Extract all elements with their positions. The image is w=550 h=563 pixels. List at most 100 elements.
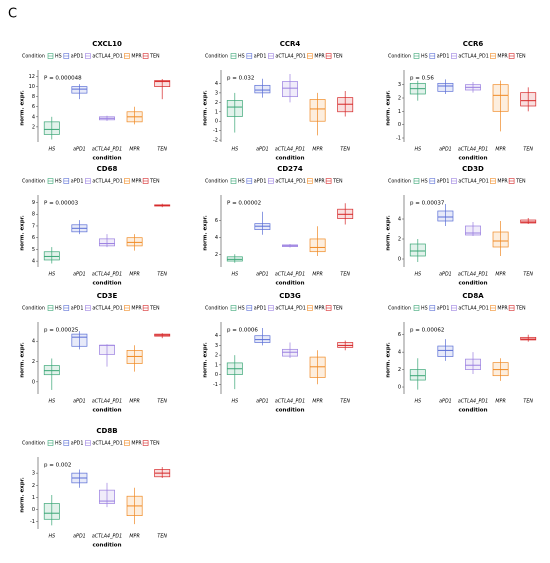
- y-tick-label: 8: [32, 94, 35, 100]
- panel-title: CXCL10: [92, 40, 122, 48]
- x-axis-label: condition: [459, 408, 488, 414]
- box: [520, 92, 537, 107]
- legend-label: aPD1: [71, 441, 84, 447]
- panel: CXCL10 Condition HS aPD1 aCTLA4_PD1 MPR TEN P =…: [20, 40, 171, 162]
- y-axis-label: norm. expr.: [386, 215, 392, 250]
- x-axis-label: condition: [93, 408, 122, 414]
- x-tick-label: MPR: [129, 147, 139, 153]
- x-axis-label: condition: [93, 156, 122, 162]
- y-tick-label: 5: [32, 247, 35, 253]
- x-tick-label: aPD1: [439, 399, 452, 405]
- x-tick-label: HS: [414, 399, 421, 405]
- y-tick-label: 4: [215, 81, 218, 87]
- legend-label: TEN: [515, 179, 526, 185]
- panel-title: CD3G: [279, 292, 301, 300]
- y-axis-label: norm. expr.: [20, 215, 26, 250]
- y-tick-label: 6: [398, 332, 401, 338]
- legend-title: Condition: [205, 179, 228, 185]
- x-axis-label: condition: [459, 281, 488, 287]
- x-tick-label: TEN: [340, 272, 350, 278]
- panel: CD274 Condition HS aPD1 aCTLA4_PD1 MPR TEN P = …: [203, 165, 354, 287]
- y-tick-label: -1: [213, 382, 218, 388]
- p-value: p = 0.0006: [227, 328, 258, 334]
- panel: CD8B Condition HS aPD1 aCTLA4_PD1 MPR TEN p = 0…: [20, 427, 171, 549]
- box: [437, 82, 454, 92]
- x-tick-label: MPR: [312, 399, 322, 405]
- x-tick-label: HS: [48, 534, 55, 540]
- x-tick-label: MPR: [129, 272, 139, 278]
- legend-label: TEN: [149, 306, 160, 312]
- legend-label: TEN: [149, 54, 160, 60]
- box: [437, 210, 454, 222]
- y-tick-label: 2: [32, 483, 35, 489]
- box: [99, 238, 115, 247]
- x-tick-label: aCTLA4_PD1: [458, 272, 488, 278]
- y-tick-label: 0: [215, 119, 218, 125]
- legend-label: aCTLA4_PD1: [92, 306, 122, 312]
- legend-label: aCTLA4_PD1: [275, 54, 305, 60]
- y-tick-label: -1: [396, 136, 401, 142]
- y-tick-label: -1: [213, 128, 218, 134]
- x-axis-label: condition: [276, 281, 305, 287]
- x-tick-label: aCTLA4_PD1: [92, 147, 122, 153]
- box: [465, 225, 481, 236]
- y-tick-label: 4: [32, 339, 35, 345]
- p-value: p = 0.002: [44, 463, 71, 469]
- y-tick-label: 3: [215, 343, 218, 349]
- legend-label: HS: [238, 306, 245, 312]
- box: [43, 365, 60, 376]
- y-tick-label: 6: [215, 218, 218, 224]
- x-tick-label: TEN: [157, 399, 167, 405]
- legend-label: TEN: [332, 54, 343, 60]
- legend-label: HS: [238, 54, 245, 60]
- y-tick-label: 2: [398, 367, 401, 373]
- x-tick-label: aPD1: [439, 272, 452, 278]
- box: [282, 81, 298, 98]
- box: [492, 231, 509, 248]
- y-tick-label: 8: [32, 212, 35, 218]
- legend-label: aCTLA4_PD1: [458, 306, 488, 312]
- legend-label: aPD1: [437, 54, 450, 60]
- y-axis-label: norm. expr.: [20, 477, 26, 512]
- x-tick-label: aCTLA4_PD1: [92, 272, 122, 278]
- box: [254, 84, 271, 94]
- y-tick-label: 6: [32, 235, 35, 241]
- legend-label: aPD1: [254, 179, 267, 185]
- box: [492, 84, 509, 112]
- panel-title: CD3D: [462, 165, 484, 173]
- legend-label: TEN: [515, 54, 526, 60]
- x-tick-label: aPD1: [73, 147, 86, 153]
- y-tick-label: 0: [32, 379, 35, 385]
- legend-label: aCTLA4_PD1: [92, 441, 122, 447]
- y-tick-label: 10: [29, 84, 35, 90]
- panel: CCR6 Condition HS aPD1 aCTLA4_PD1 MPR TEN p = 0…: [386, 40, 537, 162]
- box: [309, 99, 326, 122]
- p-value: p = 0.00037: [410, 201, 445, 207]
- box: [99, 344, 115, 355]
- legend-title: Condition: [388, 54, 411, 60]
- legend-label: MPR: [497, 306, 508, 312]
- box: [126, 350, 143, 364]
- legend-label: MPR: [497, 179, 508, 185]
- legend-title: Condition: [22, 306, 45, 312]
- box: [43, 121, 60, 135]
- panel-title: CCR6: [463, 40, 484, 48]
- x-tick-label: TEN: [157, 147, 167, 153]
- x-tick-label: aPD1: [73, 272, 86, 278]
- panel: CD68 Condition HS aPD1 aCTLA4_PD1 MPR TEN P = 0…: [20, 165, 171, 287]
- x-tick-label: aCTLA4_PD1: [275, 147, 305, 153]
- legend-label: TEN: [515, 306, 526, 312]
- y-tick-label: 0: [398, 385, 401, 391]
- legend-label: aPD1: [71, 179, 84, 185]
- y-tick-label: 1: [215, 109, 218, 115]
- legend-label: HS: [421, 54, 428, 60]
- box: [126, 237, 143, 247]
- y-tick-label: 1: [215, 362, 218, 368]
- box: [437, 345, 454, 357]
- x-tick-label: aCTLA4_PD1: [458, 147, 488, 153]
- y-tick-label: 4: [32, 114, 35, 120]
- y-tick-label: 6: [32, 104, 35, 110]
- x-tick-label: aPD1: [73, 534, 86, 540]
- x-tick-label: aCTLA4_PD1: [275, 272, 305, 278]
